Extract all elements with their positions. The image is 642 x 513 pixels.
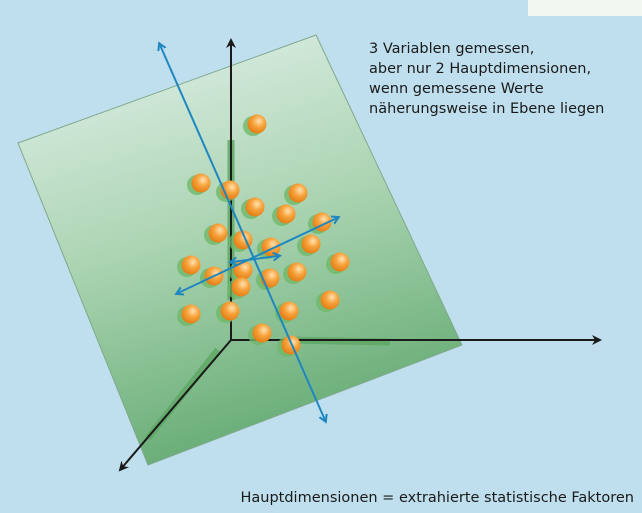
point	[277, 205, 296, 224]
point	[280, 302, 299, 321]
annotation-line: 3 Variablen gemessen,	[369, 41, 534, 57]
point	[232, 278, 251, 297]
point	[321, 291, 340, 310]
annotation-line: näherungsweise in Ebene liegen	[369, 101, 604, 117]
point	[331, 253, 350, 272]
point	[253, 324, 272, 343]
point	[221, 302, 240, 321]
point	[192, 174, 211, 193]
point	[302, 235, 321, 254]
annotation-line: aber nur 2 Hauptdimensionen,	[369, 61, 591, 77]
point	[288, 263, 307, 282]
corner-patch	[528, 0, 642, 16]
caption: Hauptdimensionen = extrahierte statistis…	[240, 490, 634, 506]
annotation-line: wenn gemessene Werte	[369, 81, 544, 97]
point	[289, 184, 308, 203]
point	[246, 198, 265, 217]
diagram: 3 Variablen gemessen, aber nur 2 Hauptdi…	[0, 0, 642, 513]
point	[182, 305, 201, 324]
point	[209, 224, 228, 243]
point	[248, 115, 267, 134]
point	[182, 256, 201, 275]
annotation: 3 Variablen gemessen, aber nur 2 Hauptdi…	[369, 41, 604, 117]
